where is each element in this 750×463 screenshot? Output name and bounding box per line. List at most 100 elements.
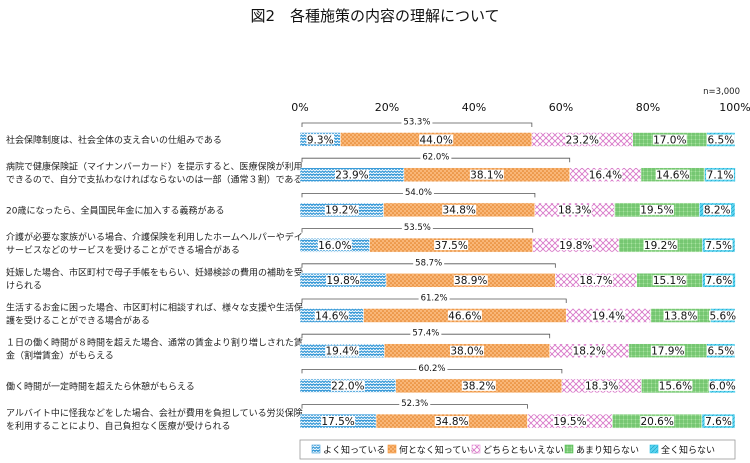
sample-size-note: n=3,000 — [703, 87, 740, 97]
combined-label-bg — [413, 257, 445, 267]
data-label: 18.7% — [579, 275, 612, 287]
data-label-bg — [461, 380, 496, 391]
combined-label: 57.4% — [412, 329, 439, 339]
data-label-bg — [706, 169, 734, 180]
data-label-bg — [704, 240, 733, 251]
chart-title: 図2 各種施策の内容の理解について — [250, 7, 499, 25]
combined-label-bg — [418, 293, 450, 302]
category-label: 働く時間が一定時間を超えたら休憩がもらえる — [6, 380, 195, 392]
legend-swatch — [564, 444, 574, 454]
data-label: 22.0% — [331, 381, 364, 393]
category-label: 介護が必要な家族がいる場合、介護保険を利用したホームヘルパーやデイ — [6, 231, 303, 243]
data-label: 5.6% — [709, 310, 736, 322]
data-label-bg — [655, 169, 690, 180]
data-label-bg — [330, 380, 365, 391]
category-label: １日の働く時間が８時間を超えた場合、通常の賃金より割り増しされた賃 — [6, 337, 303, 349]
category-row: １日の働く時間が８時間を超えた場合、通常の賃金より割り増しされた賃金（割増賃金）… — [6, 328, 736, 362]
data-label: 19.4% — [592, 310, 625, 322]
data-label: 13.8% — [664, 310, 697, 322]
data-label-bg — [572, 345, 607, 356]
data-label-bg — [565, 134, 600, 145]
data-label: 17.9% — [651, 346, 684, 358]
x-tick-label: 0% — [291, 101, 308, 114]
data-label-bg — [314, 310, 349, 321]
data-label-bg — [588, 169, 623, 180]
data-label: 14.6% — [315, 310, 348, 322]
data-label: 23.2% — [566, 134, 599, 146]
combined-label: 62.0% — [422, 153, 449, 163]
data-label-bg — [434, 416, 469, 427]
data-label: 23.9% — [335, 170, 368, 182]
data-label: 19.4% — [326, 346, 359, 358]
combined-label-bg — [401, 117, 433, 126]
data-label: 7.6% — [705, 416, 732, 428]
category-row: 病院で健康保険証（マイナンバーカード）を提示すると、医療保険が利用できるので、自… — [6, 152, 736, 186]
data-label-bg — [317, 240, 352, 251]
data-label-bg — [706, 134, 735, 145]
data-label: 18.2% — [573, 346, 606, 358]
data-label-bg — [579, 275, 614, 286]
data-label-bg — [442, 204, 477, 215]
combined-label: 52.3% — [401, 399, 428, 409]
legend: よく知っている 何となく知っている どちらともいえない あまり知らない 全く知らない — [299, 439, 736, 460]
combined-label: 53.5% — [404, 223, 431, 233]
category-label: 20歳になったら、全員国民年金に加入する義務がある — [6, 204, 224, 216]
category-label: サービスなどのサービスを受けることができる場合がある — [6, 244, 240, 256]
combined-label-bg — [416, 363, 448, 373]
x-tick-label: 80% — [636, 101, 660, 114]
data-label: 15.1% — [653, 275, 686, 287]
legend-swatch — [471, 444, 481, 454]
data-label: 46.6% — [448, 310, 481, 322]
data-label-bg — [321, 416, 356, 427]
data-label: 19.2% — [325, 205, 358, 217]
data-label-bg — [447, 310, 482, 321]
legend-label: 全く知らない — [661, 444, 715, 456]
legend-swatch — [311, 444, 321, 454]
data-label-bg — [584, 380, 619, 391]
data-label: 15.6% — [659, 381, 692, 393]
combined-label-bg — [402, 187, 434, 197]
combined-label-bg — [399, 398, 431, 408]
category-label: 妊娠した場合、市区町村で母子手帳をもらい、妊婦検診の費用の補助を受 — [6, 266, 303, 278]
data-label: 38.0% — [450, 346, 483, 358]
category-label: アルバイト中に怪我などをした場合、会社が費用を負担している労災保険 — [6, 407, 303, 419]
data-label: 20.6% — [640, 416, 673, 428]
data-label: 38.1% — [470, 170, 503, 182]
x-tick-label: 100% — [719, 101, 750, 114]
x-tick-label: 20% — [375, 101, 399, 114]
data-label-bg — [663, 310, 698, 321]
data-label: 38.2% — [462, 381, 495, 393]
data-label-bg — [658, 380, 693, 391]
category-row: 介護が必要な家族がいる場合、介護保険を利用したホームヘルパーやデイサービスなどの… — [6, 222, 736, 256]
data-label: 7.6% — [706, 275, 733, 287]
data-label: 19.8% — [326, 275, 359, 287]
data-label-bg — [450, 345, 485, 356]
legend-label: 何となく知っている — [399, 444, 479, 456]
data-label-bg — [704, 416, 733, 427]
data-label: 34.8% — [443, 205, 476, 217]
data-label: 16.0% — [318, 240, 351, 252]
category-label: 生活するお金に困った場合、市区町村に相談すれば、様々な支援や生活保 — [6, 302, 303, 314]
data-label: 7.1% — [707, 170, 734, 182]
legend-item: よく知っている — [311, 444, 386, 456]
category-row: 生活するお金に困った場合、市区町村に相談すれば、様々な支援や生活保護を受けること… — [6, 293, 737, 327]
data-label: 19.5% — [640, 205, 673, 217]
data-label: 17.0% — [653, 134, 686, 146]
legend-item: 何となく知っている — [387, 444, 479, 456]
data-label: 17.5% — [321, 416, 354, 428]
data-label-bg — [703, 204, 732, 215]
plot-area: 社会保障制度は、社会全体の支え合いの仕組みである 9.3% 44.0% 23.2% 17… — [6, 117, 737, 432]
legend-item: どちらともいえない — [471, 444, 564, 456]
data-label-bg — [306, 134, 335, 145]
data-label: 6.5% — [708, 134, 735, 146]
data-label-bg — [557, 204, 592, 215]
data-label-bg — [326, 275, 361, 286]
category-label: 金（割増賃金）がもらえる — [6, 350, 114, 362]
data-label-bg — [419, 134, 454, 145]
category-row: 働く時間が一定時間を超えたら休憩がもらえる 22.0% 38.2% 18.3% 15.6… — [6, 363, 737, 394]
combined-label-bg — [401, 222, 433, 232]
category-label: 社会保障制度は、社会全体の支え合いの仕組みである — [6, 134, 222, 146]
